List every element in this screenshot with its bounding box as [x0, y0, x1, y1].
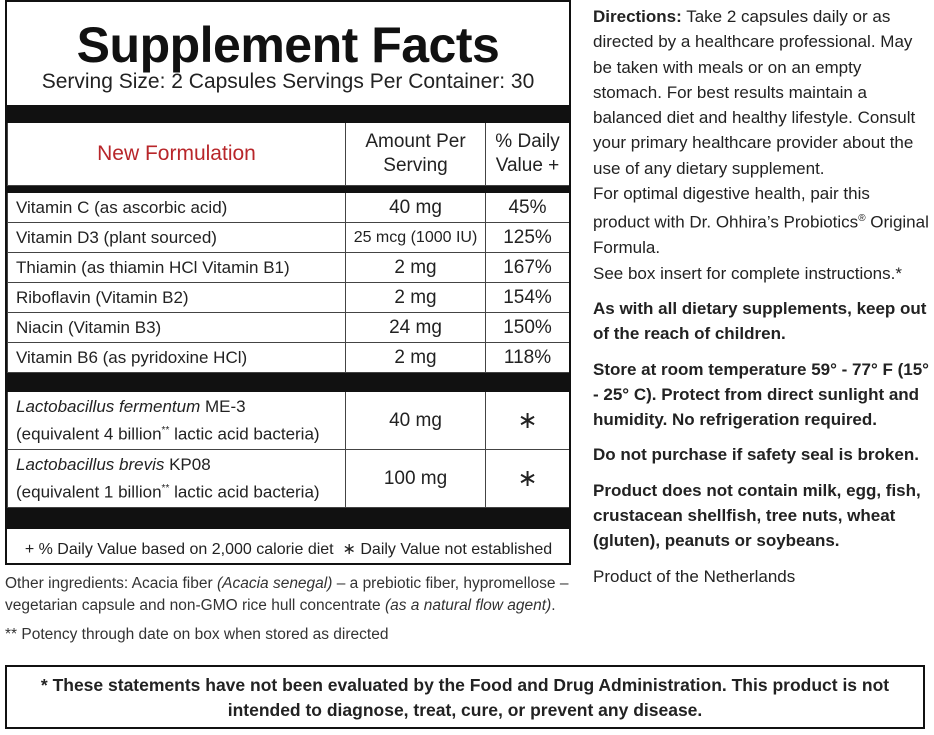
divider-cell	[7, 185, 569, 193]
footnote-text: ∗ Daily Value not established	[342, 540, 553, 558]
divider	[7, 372, 569, 392]
nutrient-name: Vitamin B6 (as pyridoxine HCl)	[7, 342, 346, 373]
nutrient-row: Vitamin C (as ascorbic acid) 40 mg 45%	[7, 192, 569, 223]
warning: Product does not contain milk, egg, fish…	[593, 480, 921, 551]
daily-value: 150%	[484, 312, 569, 343]
insert-note: See box insert for complete instructions…	[593, 263, 902, 283]
text: Other ingredients: Acacia fiber	[5, 575, 217, 592]
species: Lactobacillus brevis	[16, 454, 165, 474]
footnote-row: + % Daily Value based on 2,000 calorie d…	[8, 529, 570, 564]
divider	[7, 105, 569, 123]
text: .	[551, 597, 556, 614]
label: Directions:	[593, 7, 682, 26]
nutrient-name: Thiamin (as thiamin HCl Vitamin B1)	[7, 252, 346, 283]
header-row: New Formulation Amount Per Serving% Daily…	[7, 122, 569, 186]
nutrient-row: Riboflavin (Vitamin B2) 2 mg 154%	[7, 282, 569, 313]
text: Original Formula.	[593, 213, 929, 258]
nutrient-row: Niacin (Vitamin B3) 24 mg 150%	[7, 312, 569, 343]
amount: 24 mg	[345, 312, 486, 343]
header-cell: % Daily Value +	[484, 122, 569, 186]
daily-value: ∗	[484, 391, 569, 450]
probiotic-name: Lactobacillus brevis KP08 (equivalent 1 b…	[7, 449, 346, 508]
divider	[7, 185, 569, 193]
divider	[7, 507, 569, 529]
nutrient-name: Niacin (Vitamin B3)	[7, 312, 346, 343]
origin: Product of the Netherlands	[593, 566, 796, 586]
probiotic-name: Lactobacillus fermentum ME-3 (equivalent …	[7, 391, 346, 450]
footnote-text: + % Daily Value based on 2,000 calorie d…	[24, 540, 334, 558]
nutrient-row: Thiamin (as thiamin HCl Vitamin B1) 2 mg 1…	[7, 252, 569, 283]
daily-value: 167%	[484, 252, 569, 283]
equivalent: (equivalent 4 billion	[16, 424, 162, 444]
equivalent: lactic acid bacteria)	[169, 424, 320, 444]
fda-disclaimer: * These statements have not been evaluat…	[5, 665, 925, 729]
amount: 40 mg	[345, 192, 486, 223]
daily-value: 125%	[484, 222, 569, 253]
strain: KP08	[164, 454, 211, 474]
daily-value: 154%	[484, 282, 569, 313]
footnote-mark: **	[161, 424, 170, 436]
header-cell: Amount Per Serving	[345, 122, 486, 186]
amount: 100 mg	[345, 449, 486, 508]
daily-value: ∗	[484, 449, 569, 508]
nutrient-row: Vitamin B6 (as pyridoxine HCl) 2 mg 118%	[7, 342, 569, 373]
potency-note: ** Potency through date on box when stor…	[5, 626, 389, 643]
text: For optimal digestive health, pair this …	[593, 184, 870, 233]
facts-title: Supplement Facts	[76, 17, 500, 73]
nutrient-row: Vitamin D3 (plant sourced) 25 mcg (1000 I…	[7, 222, 569, 253]
divider-cell	[7, 507, 569, 529]
text: (as a natural flow agent)	[384, 597, 552, 614]
probiotic-row: Lactobacillus brevis KP08 (equivalent 1 b…	[7, 449, 569, 508]
daily-value: 118%	[484, 342, 569, 373]
equivalent: (equivalent 1 billion	[16, 482, 162, 502]
other-ingredients: Other ingredients: Acacia fiber (Acacia …	[5, 573, 575, 617]
registered: ®	[858, 213, 866, 225]
warning: As with all dietary supplements, keep ou…	[593, 298, 927, 344]
footnote: + % Daily Value based on 2,000 calorie d…	[8, 529, 570, 564]
warning: Store at room temperature 59° - 77° F (1…	[593, 359, 929, 430]
footnote-mark: **	[161, 482, 170, 494]
amount: 25 mcg (1000 IU)	[345, 222, 486, 253]
strain: ME-3	[200, 396, 246, 416]
pairing: For optimal digestive health, pair this …	[593, 181, 931, 261]
divider-cell	[7, 105, 569, 123]
text: Take 2 capsules daily or as directed by …	[593, 7, 916, 178]
warning: Do not purchase if safety seal is broken…	[593, 445, 919, 465]
amount: 2 mg	[345, 252, 486, 283]
serving-info: Serving Size: 2 Capsules Servings Per Co…	[41, 70, 535, 93]
species: Lactobacillus fermentum	[16, 396, 201, 416]
nutrient-name: Vitamin C (as ascorbic acid)	[7, 192, 346, 223]
divider-cell	[7, 372, 569, 392]
amount: 2 mg	[345, 282, 486, 313]
text: – a prebiotic fiber, hypromellose – vege…	[5, 575, 569, 614]
daily-value: 45%	[484, 192, 569, 223]
nutrient-name: Vitamin D3 (plant sourced)	[7, 222, 346, 253]
directions: Directions: Take 2 capsules daily or as …	[593, 4, 931, 181]
equivalent: lactic acid bacteria)	[169, 482, 320, 502]
facts-table: New Formulation Amount Per Serving% Daily…	[7, 105, 570, 564]
probiotic-row: Lactobacillus fermentum ME-3 (equivalent …	[7, 391, 569, 450]
header-cell: New Formulation	[7, 122, 346, 186]
nutrient-name: Riboflavin (Vitamin B2)	[7, 282, 346, 313]
text: (Acacia senegal)	[216, 575, 333, 592]
amount: 40 mg	[345, 391, 486, 450]
directions-column: Directions: Take 2 capsules daily or as …	[593, 4, 931, 599]
amount: 2 mg	[345, 342, 486, 373]
supplement-facts-panel: Supplement Facts Serving Size: 2 Capsule…	[5, 0, 571, 565]
